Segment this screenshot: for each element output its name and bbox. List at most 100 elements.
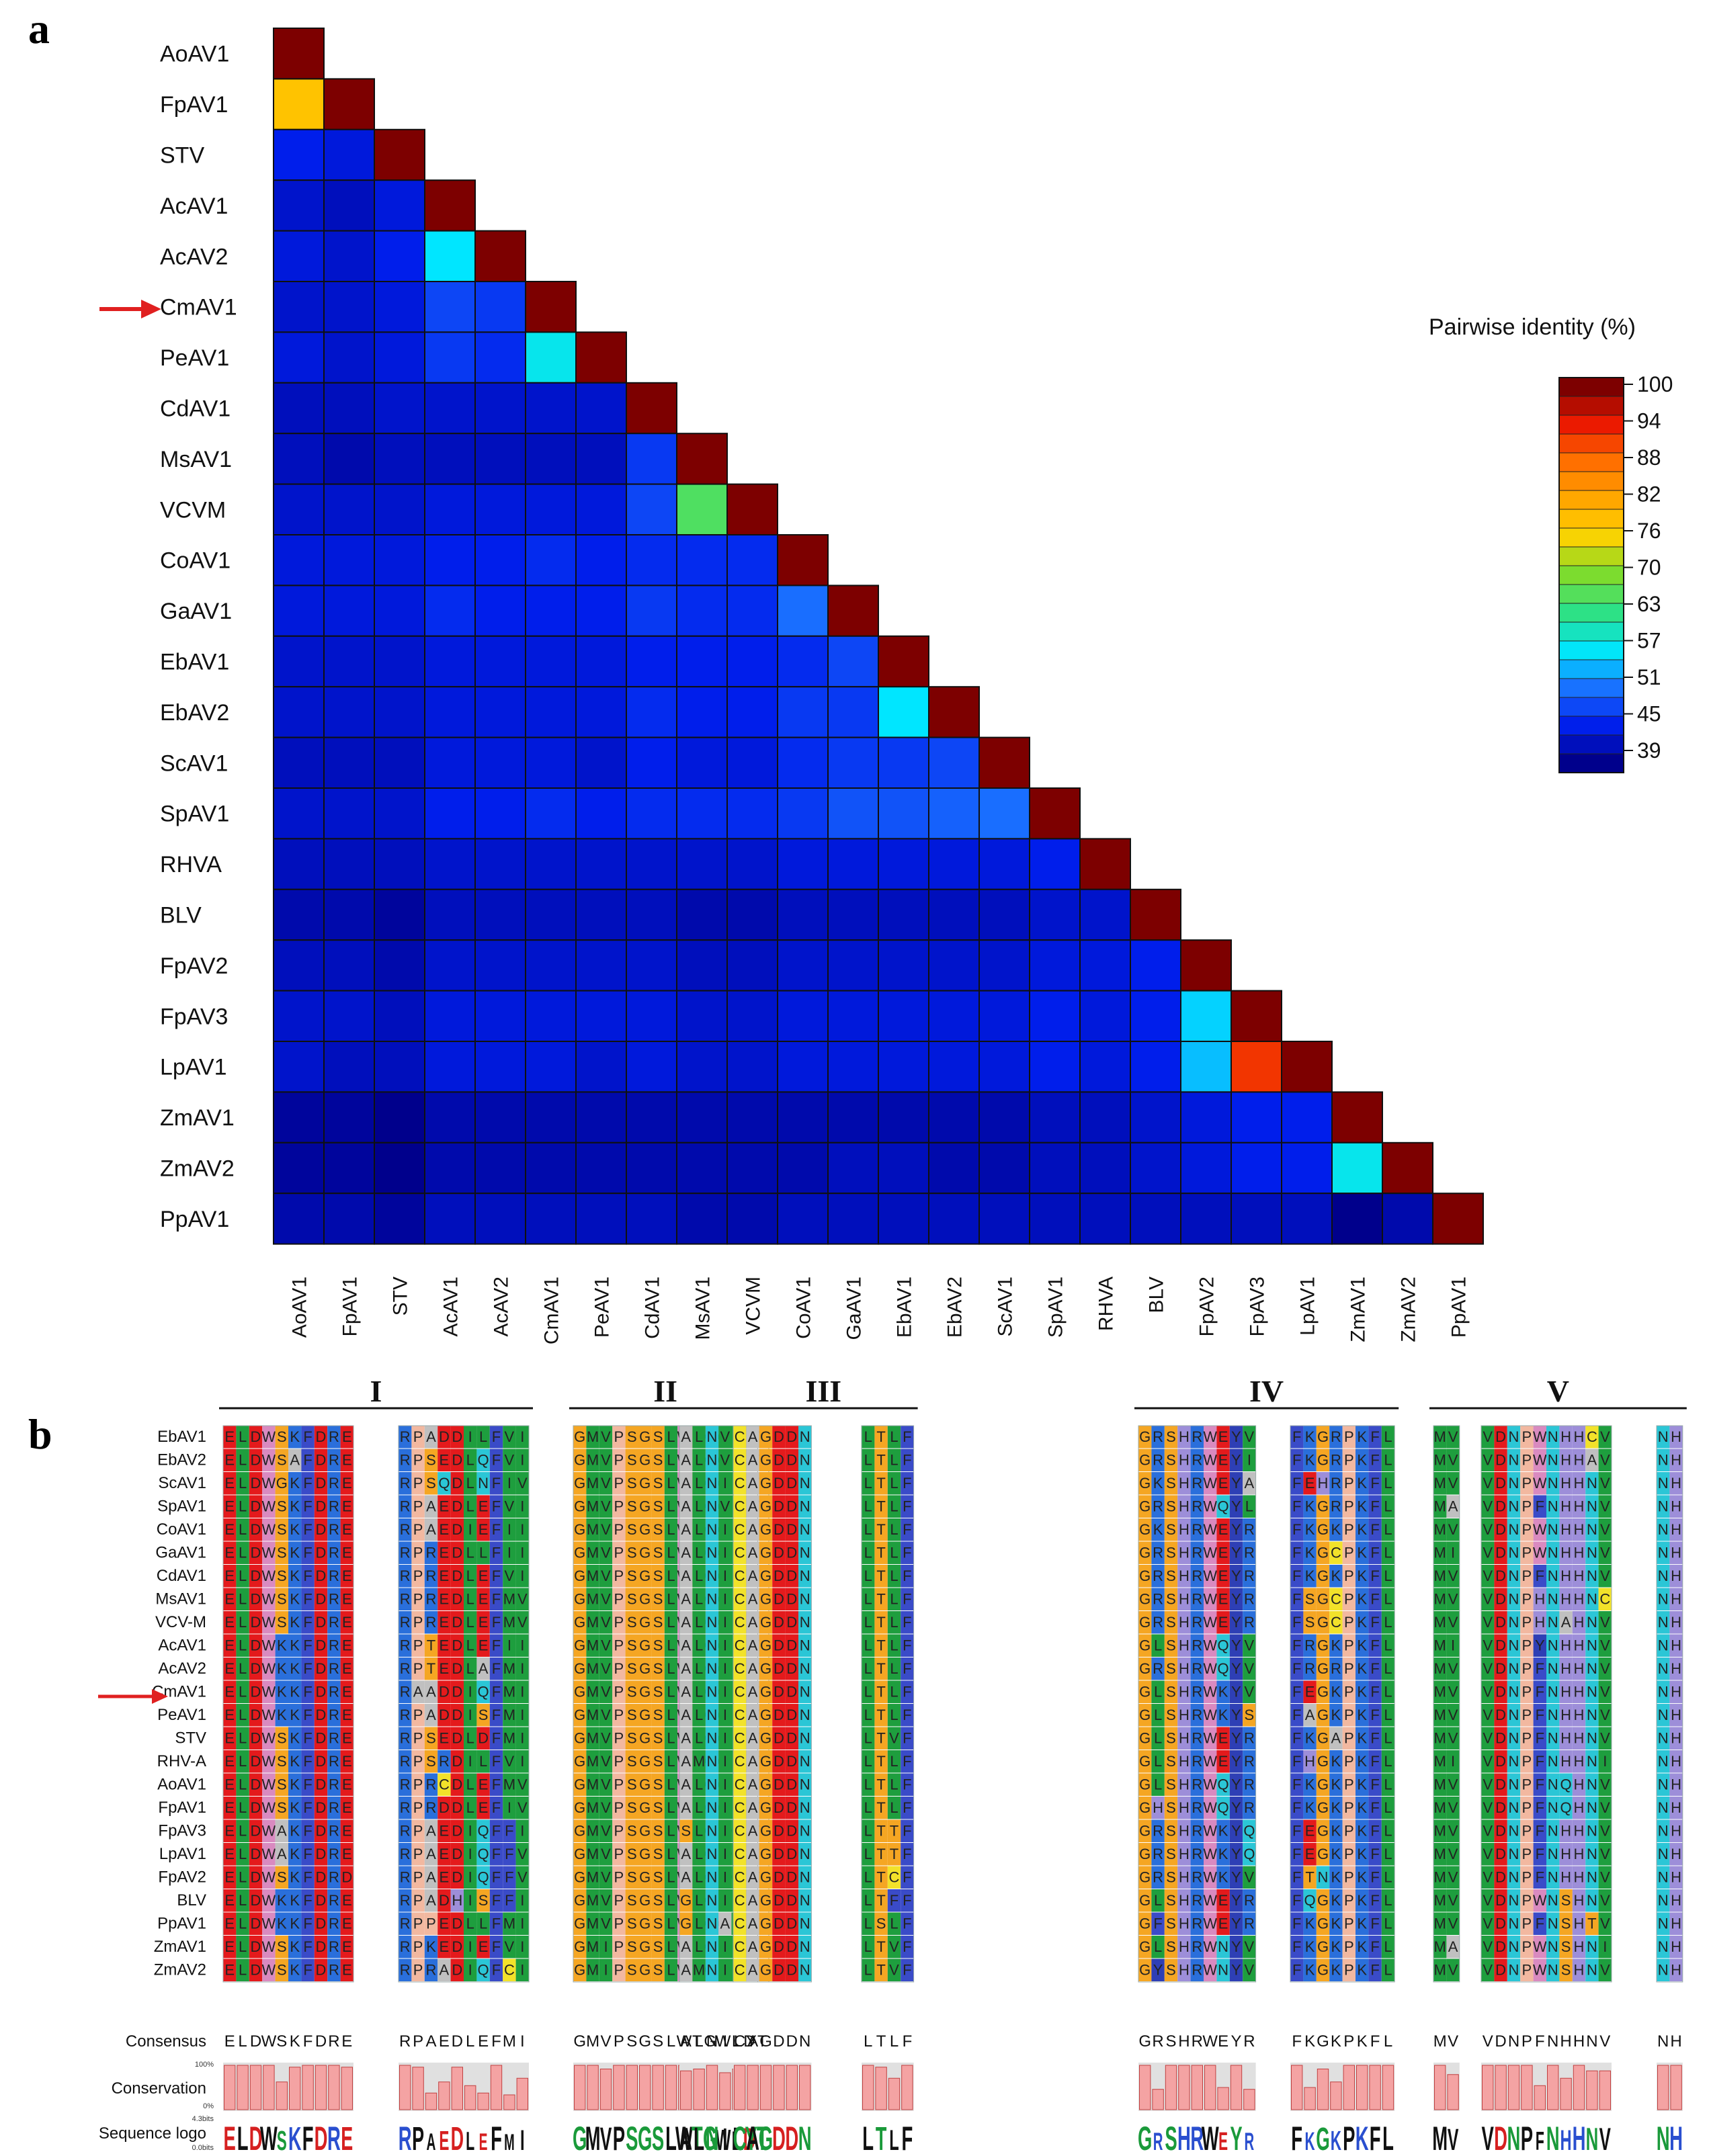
residue-cell [249,1680,263,1703]
heatmap-column-label: PeAV1 [591,1277,614,1338]
residue-letter: H [1574,1452,1585,1469]
residue-letter: G [760,1521,772,1538]
heatmap-cell [323,888,375,941]
residue-letter: S [1166,1730,1176,1747]
residue-letter: S [1166,1938,1176,1955]
residue-cell [262,1611,276,1634]
residue-letter: W [262,1545,276,1561]
logo-letter: L [237,2119,249,2156]
residue-letter: A [748,1684,758,1700]
residue-letter: K [1357,1475,1367,1492]
residue-letter: G [1139,1660,1151,1677]
residue-letter: D [1495,1776,1506,1793]
residue-letter: K [290,1521,300,1538]
residue-letter: F [1370,1915,1379,1932]
residue-letter: P [614,1545,624,1561]
residue-cell [411,1426,425,1449]
residue-letter: D [786,1428,797,1445]
residue-letter: N [707,1591,718,1608]
residue-cell [411,1889,425,1912]
residue-letter: E [224,1776,235,1793]
residue-letter: D [774,1892,784,1909]
residue-letter: F [1536,1869,1544,1886]
residue-letter: E [440,1846,450,1862]
residue-letter: W [1203,1521,1217,1538]
residue-letter: D [452,1776,462,1793]
residue-letter: A [681,1753,691,1770]
residue-letter: R [1244,1545,1255,1561]
residue-letter: F [1292,1753,1301,1770]
residue-letter: N [1548,1823,1558,1840]
residue-letter: F [1370,1428,1379,1445]
residue-letter: G [760,1892,772,1909]
residue-letter: E [224,1915,235,1932]
residue-letter: P [1522,1869,1532,1886]
residue-letter: S [1166,1637,1176,1654]
conservation-bar [693,2069,705,2110]
residue-cell [223,1541,237,1564]
residue-letter: V [601,1452,611,1469]
residue-cell [288,1495,302,1518]
residue-letter: M [587,1428,599,1445]
residue-cell [450,1866,464,1889]
residue-letter: E [440,1869,450,1886]
residue-letter: N [1658,1498,1669,1515]
residue-letter: S [277,1567,287,1584]
residue-cell [249,1541,263,1564]
heatmap-cell [273,990,325,1042]
residue-cell [476,1843,490,1866]
consensus-residue: M [586,2032,599,2051]
residue-cell [236,1565,249,1588]
heatmap-cell [1180,1193,1232,1245]
residue-letter: P [413,1938,423,1955]
heatmap-row-label: CdAV1 [160,396,231,422]
residue-letter: H [1574,1730,1585,1747]
residue-letter: W [262,1776,276,1793]
residue-letter: G [760,1498,772,1515]
residue-cell [424,1797,438,1819]
residue-letter: F [303,1892,312,1909]
residue-letter: N [800,1567,810,1584]
residue-cell [489,1750,503,1773]
consensus-residue: R [1152,2032,1163,2051]
residue-letter: V [1448,1521,1458,1538]
residue-letter: E [224,1707,235,1723]
residue-letter: D [786,1660,797,1677]
heatmap-cell [575,888,627,941]
residue-letter: F [1292,1521,1301,1538]
residue-letter: P [614,1498,624,1515]
residue-cell [437,1449,451,1471]
residue-letter: S [627,1776,637,1793]
residue-cell [489,1495,503,1518]
residue-letter: V [1600,1799,1610,1816]
conservation-bar [1178,2065,1190,2110]
residue-letter: W [1203,1892,1217,1909]
residue-letter: K [1305,1915,1315,1932]
residue-cell [489,1588,503,1610]
residue-cell [327,1936,341,1958]
heatmap-cell [928,736,980,789]
residue-letter: F [492,1428,501,1445]
residue-letter: A [748,1521,758,1538]
residue-letter: M [1434,1660,1446,1677]
residue-letter: F [1292,1799,1301,1816]
residue-letter: K [1357,1684,1367,1700]
residue-cell [236,1680,249,1703]
residue-letter: P [614,1684,624,1700]
heatmap-cell [878,736,929,789]
residue-cell [464,1773,477,1796]
heatmap-cell [878,939,929,992]
heatmap-cell [424,433,476,485]
residue-letter: M [1434,1938,1446,1955]
residue-letter: M [587,1614,599,1631]
residue-letter: C [735,1684,745,1700]
residue-letter: N [707,1567,718,1584]
residue-letter: H [1179,1567,1190,1584]
residue-letter: E [224,1962,235,1979]
residue-letter: H [1574,1707,1585,1723]
residue-letter: S [627,1475,637,1492]
colorbar-swatch [1558,452,1624,472]
residue-cell [424,1866,438,1889]
residue-cell [464,1611,477,1634]
residue-letter: F [1536,1684,1544,1700]
